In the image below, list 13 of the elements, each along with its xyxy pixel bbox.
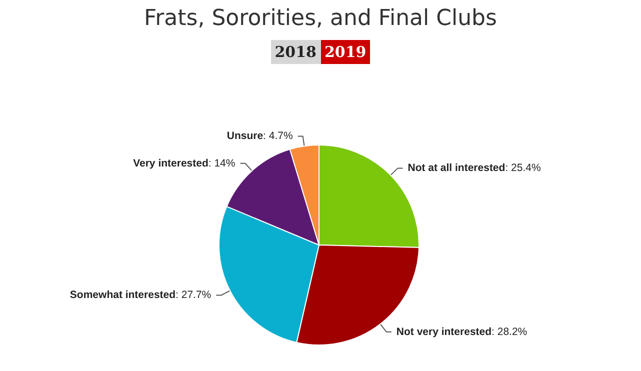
slice-label: Somewhat interested	[70, 289, 176, 302]
slice-label: Very interested	[133, 157, 208, 170]
text: 2019	[320, 40, 370, 64]
slice-label: Unsure	[226, 130, 264, 142]
data-label: : 25.4%	[505, 162, 541, 174]
data-label: : 14%	[208, 157, 236, 170]
slice-label: Not very interested	[396, 326, 492, 338]
data-label: : 27.7%	[176, 289, 212, 302]
chart-title: Frats, Sororities, and Final Clubs	[143, 6, 498, 31]
text: 2018	[270, 40, 320, 64]
data-label: : 28.2%	[492, 326, 528, 338]
data-label: : 4.7%	[263, 130, 293, 142]
slice-label: Not at all interested	[408, 162, 506, 174]
